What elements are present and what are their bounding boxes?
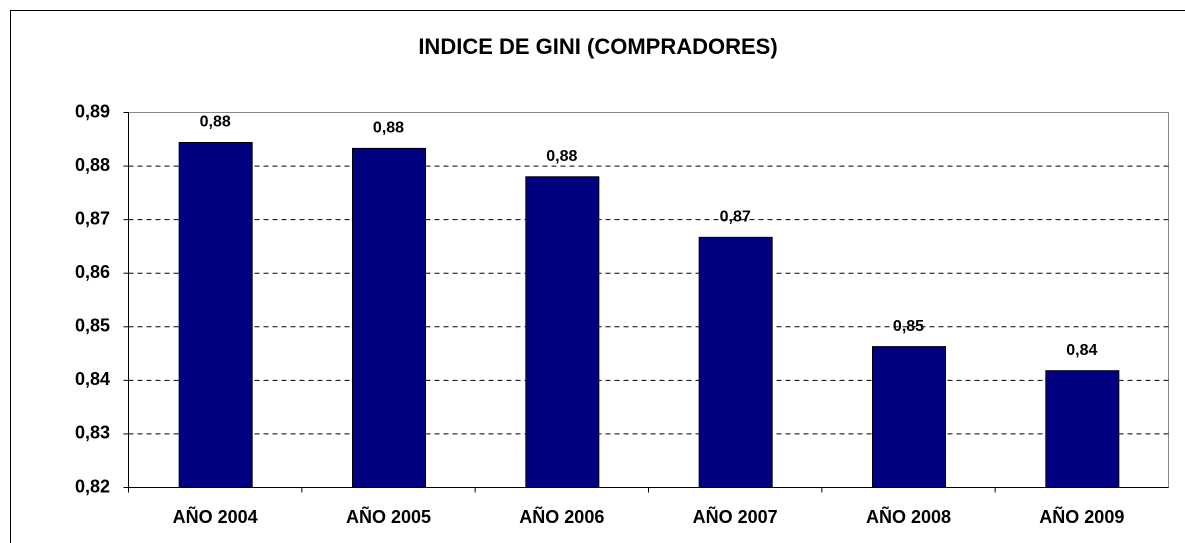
y-tick-label: 0,88 — [75, 155, 110, 175]
data-label: 0,84 — [1066, 342, 1097, 359]
bar — [352, 147, 426, 488]
y-tick-label: 0,87 — [75, 208, 110, 228]
x-tick-label: AÑO 2004 — [173, 506, 258, 527]
data-label: 0,87 — [720, 209, 751, 226]
data-label: 0,88 — [200, 114, 231, 131]
bar — [872, 346, 946, 488]
data-label: 0,88 — [373, 120, 404, 137]
x-tick-label: AÑO 2009 — [1039, 506, 1124, 527]
y-tick-label: 0,86 — [75, 262, 110, 282]
y-tick-label: 0,83 — [75, 423, 110, 443]
bar — [178, 142, 253, 488]
plot-area — [128, 112, 1169, 488]
y-tick-label: 0,89 — [75, 101, 110, 121]
y-tick-label: 0,82 — [75, 476, 110, 496]
bar — [525, 176, 600, 489]
chart-title: INDICE DE GINI (COMPRADORES) — [418, 34, 777, 59]
bar — [698, 236, 773, 488]
y-tick-label: 0,85 — [75, 316, 110, 336]
x-tick-label: AÑO 2006 — [519, 506, 604, 527]
x-tick-label: AÑO 2008 — [866, 506, 951, 527]
x-tick-label: AÑO 2007 — [693, 506, 778, 527]
y-tick-label: 0,84 — [75, 369, 110, 389]
data-label: 0,88 — [546, 148, 577, 165]
bar — [1045, 370, 1120, 489]
data-label: 0,85 — [893, 318, 924, 335]
x-tick-label: AÑO 2005 — [346, 506, 431, 527]
